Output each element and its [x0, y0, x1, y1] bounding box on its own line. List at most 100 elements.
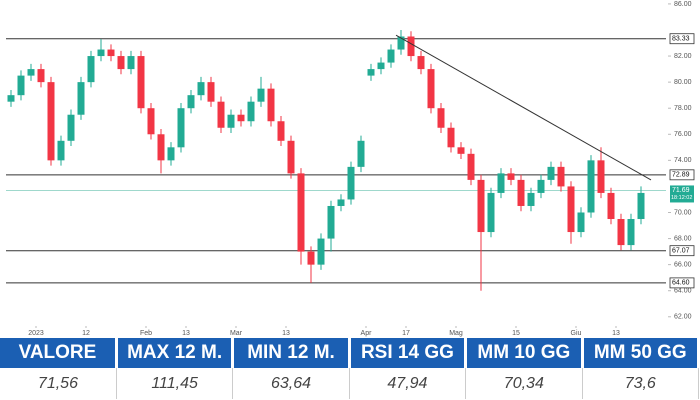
header-row: VALORE MAX 12 M. MIN 12 M. RSI 14 GG MM 10 G…	[0, 338, 700, 368]
y-tick-label: 64.00	[674, 288, 692, 295]
candle-body	[577, 212, 585, 233]
x-tick-label: Feb	[140, 330, 152, 337]
candle-body	[217, 101, 225, 128]
candle-body	[417, 56, 425, 70]
candle-body	[277, 121, 285, 141]
level-label: 72.89	[672, 172, 690, 179]
last-price-label: 71.69	[672, 187, 690, 194]
value-cell: 70,34	[465, 368, 583, 399]
x-tick-label: 15	[512, 330, 520, 337]
x-tick-label: 2023	[28, 330, 44, 337]
candle-body	[87, 56, 95, 83]
candle-body	[67, 114, 75, 141]
y-tick-label: 74.00	[674, 157, 692, 164]
candle-body	[517, 179, 525, 206]
y-tick-label: 70.00	[674, 209, 692, 216]
chart: 62.00 64.00 66.00 68.00 70.00 74.00 76.00 78.00…	[6, 0, 695, 337]
y-tick-label: 66.00	[674, 261, 692, 268]
candle-body	[637, 192, 645, 220]
candle-body	[547, 166, 555, 180]
header-cell: VALORE	[0, 338, 118, 368]
header-cell: MM 10 GG	[465, 338, 584, 368]
candle-body	[437, 108, 445, 128]
candle-body	[467, 153, 475, 180]
x-tick-label: Mar	[230, 330, 243, 337]
candle-body	[157, 134, 165, 161]
candle-body	[237, 114, 245, 122]
value-cell: 71,56	[0, 368, 117, 399]
candle-body	[77, 82, 85, 115]
candle-body	[147, 108, 155, 135]
value-cell: 111,45	[116, 368, 234, 399]
value-row: 71,56 111,45 63,64 47,94 70,34 73,6	[0, 368, 700, 399]
value-cell: 73,6	[582, 368, 700, 399]
candle-body	[207, 82, 215, 102]
candle-body	[227, 114, 235, 128]
candle-body	[267, 88, 275, 122]
candle-body	[507, 173, 515, 180]
y-tick-label: 82.00	[674, 53, 692, 60]
candle-body	[97, 49, 105, 57]
candle-body	[307, 251, 315, 265]
candle-body	[567, 186, 575, 233]
candle-body	[247, 101, 255, 122]
level-label-box	[669, 277, 695, 289]
level-label-box	[669, 169, 695, 181]
candle-body	[557, 166, 565, 187]
candle-body	[317, 238, 325, 265]
header-cell: MAX 12 M.	[116, 338, 235, 368]
x-tick-label: 13	[282, 330, 290, 337]
candle-body	[117, 56, 125, 70]
value-cell: 63,64	[232, 368, 350, 399]
candle-body	[397, 36, 405, 50]
x-tick-label: 12	[82, 330, 90, 337]
candle-body	[607, 192, 615, 220]
candle-body	[527, 192, 535, 206]
trendline	[395, 34, 652, 181]
candle-body	[167, 147, 175, 161]
candle-body	[377, 62, 385, 70]
candle-body	[7, 95, 15, 102]
candle-body	[477, 179, 485, 233]
candle-body	[337, 199, 345, 206]
candle-body	[367, 69, 375, 76]
candle-body	[27, 69, 35, 76]
header-cell: MM 50 GG	[582, 338, 700, 368]
candle-body	[627, 219, 635, 246]
y-tick-label: 76.00	[674, 131, 692, 138]
level-label-box	[669, 245, 695, 257]
candle-body	[57, 140, 65, 161]
header-cell: RSI 14 GG	[349, 338, 468, 368]
candle-body	[537, 179, 545, 193]
candle-body	[37, 69, 45, 83]
candle-body	[427, 69, 435, 109]
candle-body	[187, 95, 195, 109]
x-tick-label: 13	[612, 330, 620, 337]
candle-body	[447, 127, 455, 148]
candle-body	[497, 173, 505, 193]
header-cell: MIN 12 M.	[232, 338, 351, 368]
candle-body	[597, 160, 605, 193]
candle-body	[197, 82, 205, 96]
candle-body	[327, 205, 335, 239]
y-tick-label: 68.00	[674, 235, 692, 242]
candle-body	[257, 88, 265, 102]
candle-body	[47, 82, 55, 161]
last-price-box	[670, 185, 694, 203]
candle-body	[407, 36, 415, 57]
candle-body	[347, 166, 355, 200]
x-tick-label: Apr	[361, 330, 373, 337]
candle-body	[357, 140, 365, 167]
candle-body	[387, 49, 395, 63]
candle-body	[457, 147, 465, 154]
y-tick-label: 62.00	[674, 314, 692, 321]
y-tick-label: 86.00	[674, 1, 692, 8]
candle-body	[587, 160, 595, 213]
candle-body	[487, 192, 495, 233]
x-tick-label: 13	[182, 330, 190, 337]
candle-body	[107, 49, 115, 57]
y-tick-label: 78.00	[674, 105, 692, 112]
x-tick-label: 17	[402, 330, 410, 337]
candle-body	[617, 219, 625, 246]
level-label: 64.60	[672, 280, 690, 287]
